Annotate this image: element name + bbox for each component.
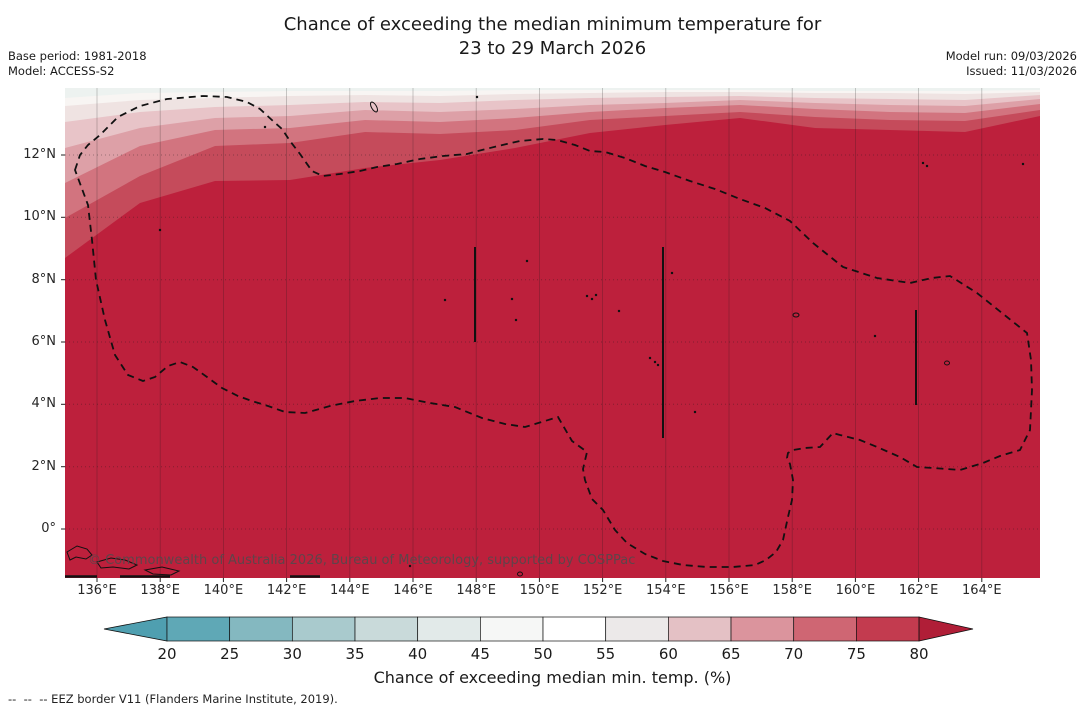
chart-title-line1: Chance of exceeding the median minimum t… [283, 14, 822, 35]
colorbar-tick-label: 70 [784, 645, 803, 663]
y-tick-label: 10°N [23, 209, 56, 225]
coastline-outline [143, 566, 181, 576]
colorbar: 20 25 30 35 40 45 50 55 60 65 70 75 80 [103, 616, 974, 663]
x-tick-label: 138°E [140, 583, 180, 598]
x-tick-label: 154°E [646, 583, 686, 598]
chart-title: Chance of exceeding the median minimum t… [65, 13, 1040, 61]
colorbar-tick-label: 30 [283, 645, 302, 663]
island-outline [944, 360, 950, 366]
x-tick-label: 140°E [203, 583, 244, 598]
colorbar-segment [730, 616, 795, 642]
colorbar-tick-label: 75 [847, 645, 866, 663]
colorbar-tick-label: 25 [220, 645, 239, 663]
x-tick-label: 152°E [582, 583, 623, 598]
island-dot [693, 410, 697, 414]
colorbar-segment [480, 616, 544, 642]
colorbar-segment [542, 616, 607, 642]
island-dot [653, 360, 657, 364]
island-dot [263, 125, 267, 129]
colorbar-tick-label: 55 [596, 645, 615, 663]
y-tick-label: 12°N [23, 147, 56, 162]
meta-right: Model run: 09/03/2026 Issued: 11/03/2026 [946, 49, 1077, 78]
probability-band-50-55 [65, 88, 1040, 106]
island-dot [594, 293, 598, 297]
island-dot [617, 309, 621, 313]
y-tick-label: 8°N [31, 271, 57, 287]
colorbar-segment [291, 616, 356, 642]
y-tick-label: 6°N [31, 333, 57, 349]
probability-band-55-60 [65, 88, 1040, 122]
island-dot [158, 228, 162, 232]
eez-footnote: -- -- -- EEZ border V11 (Flanders Marine… [8, 692, 338, 706]
colorbar-left-arrow [103, 616, 168, 642]
colorbar-tick-label: 50 [533, 645, 552, 663]
x-tick-label: 142°E [266, 583, 307, 598]
x-tick-label: 146°E [393, 583, 433, 598]
colorbar-tick-label: 45 [471, 645, 490, 663]
island-dot [525, 259, 529, 263]
coastline-outline [66, 545, 93, 561]
x-tick-label: 136°E [77, 583, 117, 598]
island-outline [370, 101, 378, 113]
x-tick-label: 156°E [709, 583, 749, 598]
colorbar-tick-label: 20 [157, 645, 176, 663]
island-dot [925, 164, 929, 168]
island-dot [590, 297, 594, 301]
x-tick-label: 144°E [330, 583, 370, 598]
x-tick-label: 162°E [898, 583, 939, 598]
island-dot [443, 298, 447, 302]
colorbar-tick-label: 40 [408, 645, 427, 663]
forecast-map-svg [61, 88, 1040, 582]
colorbar-right-arrow [918, 616, 974, 642]
colorbar-tick-label: 35 [345, 645, 364, 663]
x-tick-label: 158°E [772, 583, 812, 598]
island-dot [475, 95, 479, 99]
x-tick-label: 164°E [962, 583, 1002, 598]
colorbar-tick-label: 80 [909, 645, 928, 663]
island-dot [656, 363, 660, 367]
island-dot [921, 161, 925, 165]
island-dot [1021, 162, 1025, 166]
island-outline [792, 312, 800, 318]
colorbar-segment [605, 616, 669, 642]
issued-label: Issued: 11/03/2026 [966, 63, 1077, 78]
forecast-map [61, 88, 1040, 582]
x-tick-label: 160°E [835, 583, 876, 598]
probability-band-under-50 [65, 88, 1040, 98]
model-label: Model: ACCESS-S2 [8, 63, 115, 78]
y-tick-label: 4°N [31, 396, 57, 412]
colorbar-segment [793, 616, 857, 642]
colorbar-segment [417, 616, 481, 642]
y-tick-label: 2°N [31, 458, 57, 474]
island-dot [670, 271, 674, 275]
y-tick-label: 0° [41, 520, 56, 536]
x-tick-label: 150°E [519, 583, 560, 598]
island-dot [648, 356, 652, 360]
model-run-label: Model run: 09/03/2026 [945, 49, 1077, 63]
colorbar-segment [856, 616, 920, 642]
colorbar-segment [166, 616, 231, 642]
coastline-outline [96, 557, 139, 570]
colorbar-title: Chance of exceeding median min. temp. (%… [373, 668, 732, 687]
copyright-watermark: © Commonwealth of Australia 2026, Bureau… [88, 553, 636, 568]
island-dot [585, 294, 589, 298]
meta-left: Base period: 1981-2018 Model: ACCESS-S2 [8, 49, 147, 78]
colorbar-segment [354, 616, 419, 642]
chart-title-line2: 23 to 29 March 2026 [458, 37, 647, 59]
x-tick-label: 148°E [456, 583, 496, 598]
island-dot [873, 334, 877, 338]
island-dot [514, 318, 518, 322]
island-dot [510, 297, 514, 301]
island-dot [408, 564, 412, 568]
base-period-label: Base period: 1981-2018 [8, 49, 147, 63]
island-outline [517, 571, 523, 577]
colorbar-tick-label: 60 [659, 645, 678, 663]
colorbar-segment [229, 616, 293, 642]
colorbar-segment [668, 616, 732, 642]
colorbar-tick-label: 65 [721, 645, 740, 663]
